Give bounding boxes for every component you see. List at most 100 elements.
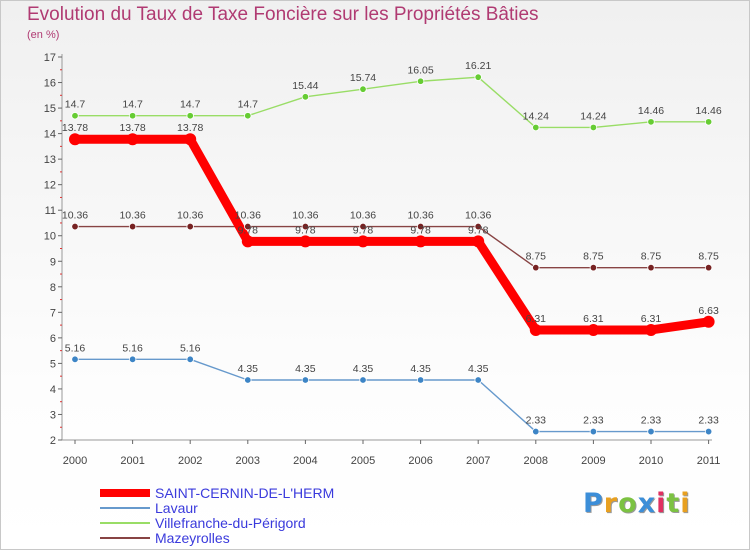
series-3-data-label: 10.36 (407, 210, 433, 222)
proxiti-logo: Proxiti (583, 488, 691, 519)
series-2-point (301, 93, 310, 101)
series-1-data-label: 5.16 (122, 342, 143, 354)
series-2-point (244, 112, 252, 120)
series-0-point (472, 235, 485, 248)
series-2-data-label: 15.74 (350, 72, 376, 84)
series-3-point (589, 263, 598, 272)
series-0-point (645, 323, 657, 336)
series-3-data-label: 8.75 (698, 251, 719, 263)
series-0-point (414, 235, 427, 248)
x-tick-label: 2011 (697, 455, 721, 467)
y-tick-label: 9 (50, 256, 56, 268)
x-tick-label: 2003 (236, 455, 260, 467)
series-line-1 (74, 358, 710, 433)
series-3-point (704, 263, 713, 272)
y-tick-label: 16 (44, 78, 56, 90)
series-3-point (474, 222, 482, 231)
series-3-data-label: 10.36 (177, 210, 203, 222)
series-3-data-label: 10.36 (350, 210, 376, 222)
series-1-data-label: 4.35 (353, 363, 374, 375)
series-2-data-label: 16.05 (407, 64, 433, 76)
logo-letter: i (656, 488, 667, 519)
series-0-data-label: 13.78 (119, 122, 145, 134)
series-1-data-label: 2.33 (641, 415, 662, 427)
legend-label: Villefranche-du-Périgord (155, 515, 306, 531)
legend-label: Mazeyrolles (155, 530, 230, 546)
y-tick-label: 6 (50, 333, 56, 345)
legend-swatch (100, 537, 150, 539)
logo-letter: o (618, 488, 638, 519)
series-2-data-label: 14.7 (180, 99, 201, 111)
x-tick-label: 2009 (581, 455, 605, 467)
series-1-data-label: 5.16 (65, 342, 86, 354)
series-2-data-label: 14.7 (122, 99, 143, 111)
x-tick-label: 2005 (351, 455, 375, 467)
series-0-point (357, 235, 369, 248)
series-1-point (71, 355, 79, 364)
series-2-point (704, 118, 713, 126)
series-0-point (529, 323, 542, 336)
series-2-point (359, 85, 367, 93)
y-tick-label: 5 (50, 358, 56, 370)
series-2-point (71, 112, 79, 120)
series-0-data-label: 13.78 (62, 122, 88, 134)
series-2-point (416, 77, 425, 85)
series-line-0 (70, 134, 714, 335)
y-tick-label: 11 (45, 205, 56, 217)
series-1-point (532, 427, 540, 436)
logo-letter: r (603, 488, 619, 519)
series-2-data-label: 14.24 (523, 110, 549, 122)
series-2-data-label: 14.24 (580, 110, 606, 122)
y-tick-label: 14 (44, 129, 56, 141)
x-tick-label: 2000 (63, 455, 87, 467)
series-1-point (474, 376, 482, 384)
series-1-data-label: 4.35 (295, 363, 316, 375)
series-2-data-label: 14.7 (65, 99, 86, 111)
series-0-point (184, 133, 197, 146)
series-2-data-label: 16.21 (465, 60, 491, 72)
y-tick-label: 4 (50, 384, 56, 396)
series-0-point (587, 323, 600, 336)
series-1-point (647, 427, 655, 436)
series-1-data-label: 2.33 (526, 415, 547, 427)
series-2-point (128, 112, 137, 120)
y-tick-label: 17 (44, 52, 56, 64)
series-0-data-label: 9.78 (238, 224, 259, 236)
series-3-point (186, 222, 194, 231)
chart-axes: 2 3 4 5 6 7 8 9 10 11 12 13 14 15 16 17 2000 2001 2002 2003… (44, 52, 721, 467)
legend-label: Lavaur (155, 500, 198, 516)
series-0-data-label: 6.31 (526, 313, 547, 325)
x-tick-label: 2007 (466, 455, 490, 467)
series-0-point (702, 315, 715, 328)
series-1-point (704, 427, 713, 436)
series-1-point (128, 355, 137, 364)
series-3-data-label: 8.75 (583, 251, 604, 263)
chart-dots (69, 73, 715, 436)
series-0-point (241, 235, 254, 248)
x-tick-label: 2010 (639, 455, 663, 467)
x-tick-label: 2008 (524, 455, 548, 467)
chart-title: Evolution du Taux de Taxe Foncière sur l… (27, 4, 539, 25)
series-2-point (474, 73, 482, 81)
logo-letter: x (637, 488, 657, 519)
y-tick-label: 13 (44, 154, 56, 166)
series-0-data-label: 6.31 (641, 313, 662, 325)
y-tick-label: 15 (44, 103, 56, 115)
series-2-data-label: 14.7 (238, 99, 259, 111)
series-3-point (647, 263, 655, 272)
line-chart: 2 3 4 5 6 7 8 9 10 11 12 13 14 15 16 17 2000 2001 2002 2003… (44, 52, 722, 467)
series-0-data-label: 6.31 (583, 313, 604, 325)
series-3-data-label: 10.36 (119, 210, 145, 222)
y-tick-label: 7 (50, 307, 56, 319)
series-3-point (244, 222, 252, 231)
series-0-data-label: 6.63 (698, 305, 719, 317)
y-tick-label: 8 (50, 282, 56, 294)
series-2-data-label: 14.46 (695, 105, 721, 117)
chart-lines (70, 76, 714, 433)
series-3-point (416, 222, 425, 231)
series-1-data-label: 2.33 (583, 415, 604, 427)
series-0-point (69, 133, 81, 146)
x-tick-label: 2004 (293, 455, 317, 467)
series-2-point (647, 118, 655, 126)
